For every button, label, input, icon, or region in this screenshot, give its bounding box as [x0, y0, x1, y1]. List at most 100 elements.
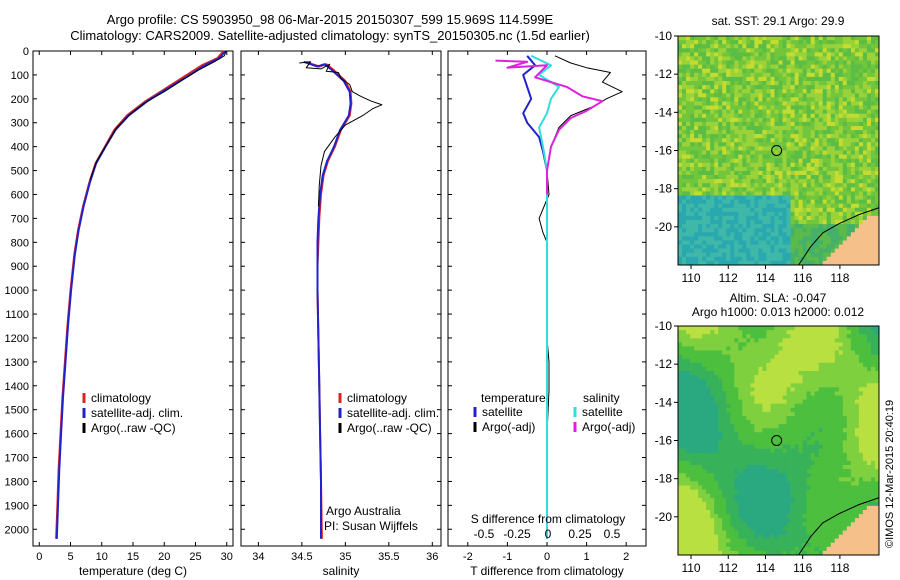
sst-heatmap-cell: [762, 211, 767, 217]
sla-heatmap-cell: [750, 371, 755, 376]
sst-heatmap-cell: [738, 195, 743, 200]
sst-heatmap-cell: [722, 93, 727, 98]
sst-heatmap-cell: [738, 48, 743, 53]
sst-heatmap-cell: [871, 113, 876, 119]
sla-heatmap-cell: [758, 391, 763, 396]
sst-heatmap-cell: [698, 109, 703, 115]
sla-heatmap-cell: [754, 391, 759, 396]
sla-heatmap-cell: [862, 428, 868, 433]
sla-heatmap-cell: [862, 420, 868, 425]
sla-heatmap-cell: [718, 403, 723, 409]
sst-heatmap-cell: [778, 56, 783, 61]
sla-heatmap-cell: [790, 366, 795, 372]
sst-heatmap-cell: [846, 113, 852, 119]
sst-heatmap-cell: [698, 252, 703, 258]
sst-heatmap-cell: [790, 64, 795, 70]
sla-heatmap-cell: [762, 424, 767, 429]
sst-heatmap-cell: [742, 72, 747, 78]
sst-heatmap-cell: [770, 134, 775, 139]
sla-heatmap-cell: [686, 342, 691, 347]
sla-heatmap-cell: [682, 436, 687, 441]
sst-heatmap-cell: [790, 76, 795, 82]
sst-heatmap-cell: [862, 252, 868, 258]
sla-heatmap-cell: [770, 334, 775, 339]
sla-heatmap-cell: [806, 416, 811, 421]
sst-heatmap-cell: [798, 236, 803, 241]
sst-heatmap-cell: [806, 154, 811, 160]
sst-heatmap-cell: [850, 228, 856, 233]
sla-heatmap-cell: [814, 424, 820, 429]
sst-heatmap-cell: [838, 64, 844, 70]
sla-heatmap-cell: [858, 456, 864, 462]
sla-heatmap-cell: [778, 452, 783, 458]
sst-heatmap-cell: [706, 44, 711, 49]
sla-heatmap-cell: [734, 407, 739, 413]
sst-heatmap-cell: [826, 85, 832, 90]
sla-heatmap-cell: [690, 354, 695, 360]
sst-heatmap-cell: [854, 48, 860, 53]
sst-heatmap-cell: [762, 130, 767, 135]
sst-heatmap-cell: [798, 97, 803, 102]
sla-heatmap-cell: [750, 424, 755, 429]
sla-heatmap-cell: [706, 358, 711, 364]
sst-heatmap-cell: [862, 138, 868, 143]
sst-heatmap-cell: [866, 48, 872, 53]
sla-heatmap-cell: [802, 330, 807, 335]
sst-heatmap-cell: [858, 203, 864, 209]
sla-heatmap-cell: [782, 366, 787, 372]
sst-heatmap-cell: [766, 207, 771, 213]
sst-heatmap-cell: [698, 101, 703, 106]
sst-heatmap-cell: [798, 158, 803, 164]
sst-heatmap-cell: [782, 85, 787, 90]
sst-heatmap-cell: [702, 203, 707, 209]
sla-heatmap-cell: [766, 379, 771, 384]
sla-heatmap-cell: [738, 399, 743, 405]
sla-heatmap-cell: [826, 407, 832, 413]
sst-heatmap-cell: [862, 236, 868, 241]
sla-heatmap-cell: [690, 428, 695, 433]
sla-heatmap-cell: [702, 411, 707, 417]
sst-heatmap-cell: [850, 121, 856, 127]
sst-heatmap-cell: [750, 72, 755, 78]
sla-heatmap-cell: [726, 350, 731, 355]
sst-heatmap-cell: [762, 44, 767, 49]
sla-heatmap-cell: [818, 424, 824, 429]
sla-heatmap-cell: [690, 379, 695, 384]
sla-heatmap-cell: [766, 350, 771, 355]
sla-heatmap-cell: [714, 383, 719, 388]
sla-heatmap-cell: [702, 387, 707, 392]
sst-heatmap-cell: [766, 183, 771, 188]
sst-heatmap-cell: [846, 199, 852, 205]
sst-heatmap-cell: [830, 175, 836, 180]
sst-heatmap-cell: [846, 232, 852, 237]
sst-heatmap-cell: [722, 85, 727, 90]
sla-heatmap-cell: [714, 334, 719, 339]
sst-heatmap-cell: [798, 187, 803, 192]
sst-heatmap-cell: [814, 130, 820, 135]
sla-heatmap-cell: [814, 403, 820, 409]
sst-heatmap-cell: [838, 166, 844, 172]
sla-heatmap-cell: [866, 342, 872, 347]
sst-heatmap-cell: [682, 36, 687, 41]
sla-heatmap-cell: [875, 428, 880, 433]
temperature-ytick-label: 1900: [5, 500, 29, 512]
sst-heatmap-cell: [754, 150, 759, 155]
sst-heatmap-cell: [714, 117, 719, 123]
sla-heatmap-cell: [710, 391, 715, 396]
sla-heatmap-cell: [718, 444, 723, 450]
sla-heatmap-cell: [762, 375, 767, 380]
sst-map-title: sat. SST: 29.1 Argo: 29.9: [712, 14, 845, 28]
sst-heatmap-cell: [866, 109, 872, 115]
sla-heatmap-cell: [698, 456, 703, 462]
sla-heatmap-cell: [850, 448, 856, 454]
sst-heatmap-cell: [871, 191, 876, 196]
sla-heatmap-cell: [686, 469, 691, 474]
sst-heatmap-cell: [871, 166, 876, 172]
temperature-ytick-label: 200: [11, 94, 29, 106]
sst-heatmap-cell: [810, 162, 816, 168]
sst-heatmap-cell: [770, 36, 775, 41]
sst-heatmap-cell: [875, 158, 880, 164]
sst-heatmap-cell: [834, 146, 840, 151]
sla-heatmap-cell: [786, 383, 791, 388]
sst-heatmap-cell: [694, 224, 699, 229]
